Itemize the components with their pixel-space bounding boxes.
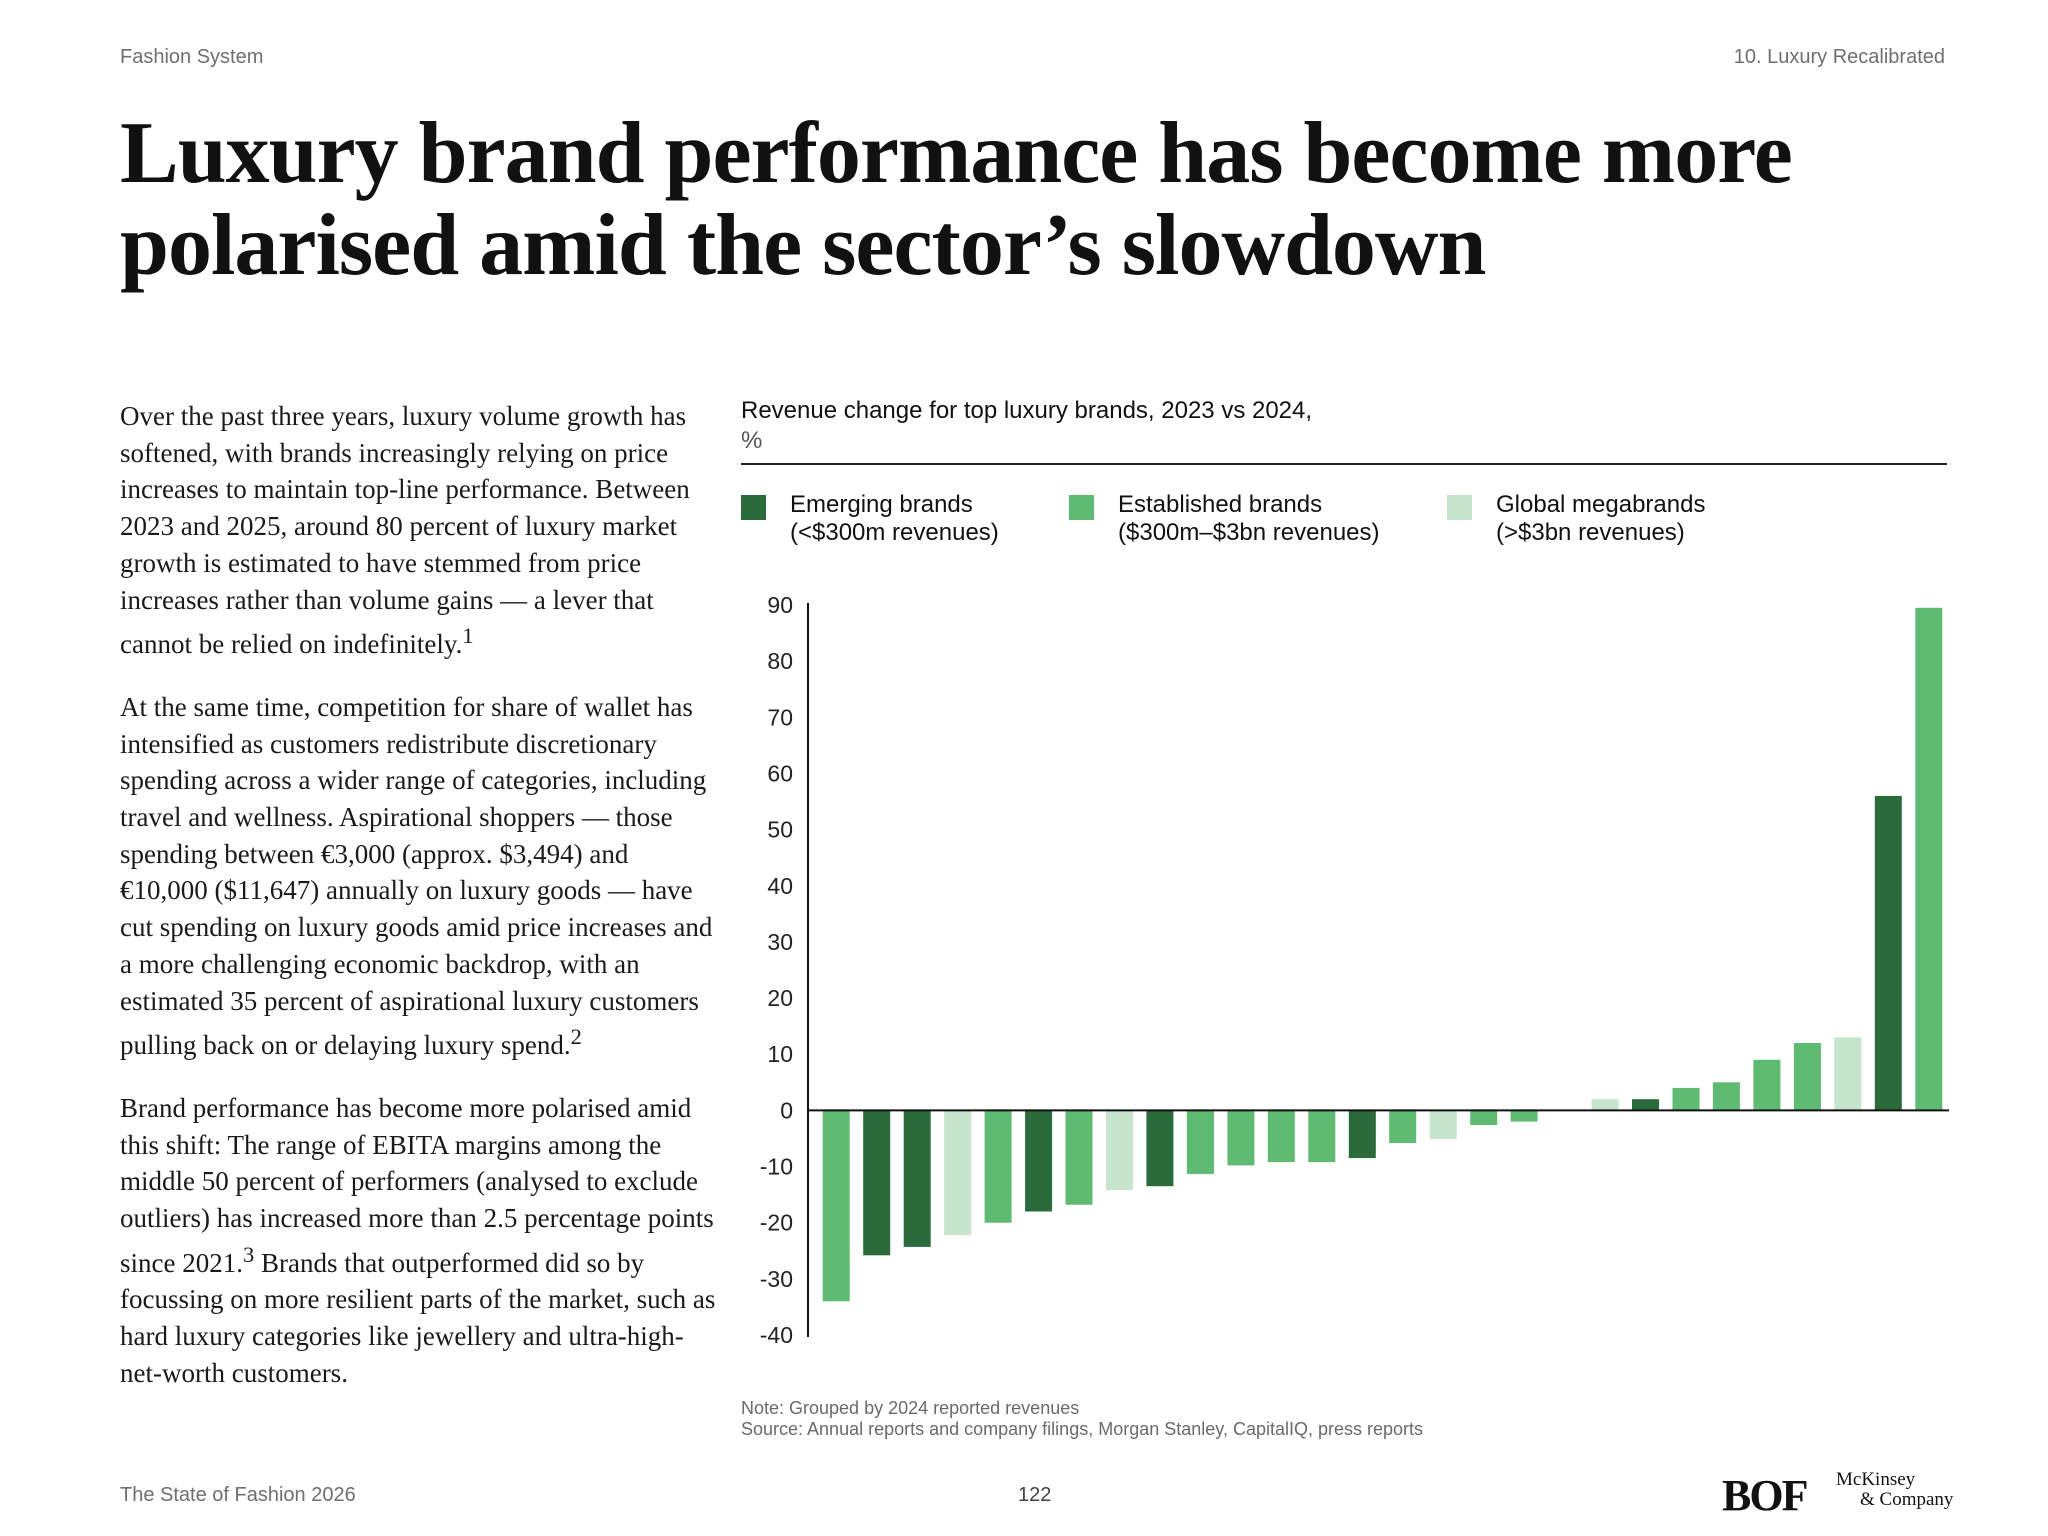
bar-established bbox=[1267, 1110, 1295, 1163]
y-tick-label: 90 bbox=[767, 592, 793, 618]
legend-label-emerging-line-2: (<$300m revenues) bbox=[790, 519, 999, 546]
legend-label-megabrand-line-2: (>$3bn revenues) bbox=[1496, 519, 1685, 546]
y-tick-label: -20 bbox=[760, 1210, 793, 1236]
paragraph-3-text: Brand performance has become more polari… bbox=[120, 1092, 714, 1278]
chart-title: Revenue change for top luxury brands, 20… bbox=[741, 396, 1312, 456]
legend-label-established-line-1: Established brands bbox=[1118, 491, 1323, 518]
paragraph-3: Brand performance has become more polari… bbox=[120, 1090, 720, 1392]
bar-established bbox=[1753, 1059, 1781, 1111]
y-tick-label: -40 bbox=[760, 1322, 793, 1348]
paragraph-2-text: At the same time, competition for share … bbox=[120, 691, 713, 1061]
paragraph-1-text: Over the past three years, luxury volume… bbox=[120, 401, 690, 660]
bar-megabrand bbox=[1429, 1110, 1457, 1139]
paragraph-1: Over the past three years, luxury volume… bbox=[120, 398, 720, 663]
legend-swatch-megabrand bbox=[1447, 495, 1472, 520]
bar-established bbox=[1065, 1110, 1093, 1205]
legend-swatch-emerging bbox=[741, 495, 766, 520]
bar-established bbox=[1227, 1110, 1255, 1166]
bar-megabrand bbox=[1591, 1099, 1619, 1111]
mckinsey-logo-line-2: & Company bbox=[1860, 1489, 1954, 1510]
bar-established bbox=[1186, 1110, 1214, 1174]
legend-item-emerging: Emerging brands (<$300m revenues) bbox=[741, 491, 999, 547]
mckinsey-logo-line-1: McKinsey bbox=[1836, 1469, 1916, 1490]
y-tick-label: -10 bbox=[760, 1154, 793, 1180]
bar-emerging bbox=[1632, 1099, 1659, 1111]
page-title: Luxury brand performance has become more… bbox=[120, 108, 1940, 292]
bar-established bbox=[1510, 1110, 1538, 1122]
bar-established bbox=[1389, 1110, 1417, 1143]
legend-swatch-established bbox=[1069, 495, 1094, 520]
y-tick-label: 20 bbox=[767, 985, 793, 1011]
legend-label-emerging: Emerging brands (<$300m revenues) bbox=[790, 491, 999, 547]
bar-established bbox=[1915, 607, 1943, 1111]
bar-established bbox=[1308, 1110, 1336, 1163]
bar-emerging bbox=[1025, 1110, 1053, 1212]
paragraph-3-text-cont: Brands that outperformed did so by focus… bbox=[120, 1247, 716, 1388]
bar-established bbox=[822, 1110, 850, 1302]
legend-item-megabrand: Global megabrands (>$3bn revenues) bbox=[1447, 491, 1705, 547]
y-tick-label: 10 bbox=[767, 1041, 793, 1067]
y-tick-label: 50 bbox=[767, 817, 793, 843]
legend-item-established: Established brands ($300m–$3bn revenues) bbox=[1069, 491, 1380, 547]
footnote-ref-1: 1 bbox=[462, 623, 474, 649]
bar-emerging bbox=[1348, 1110, 1376, 1159]
chart-unit: % bbox=[741, 427, 763, 454]
paragraph-2: At the same time, competition for share … bbox=[120, 689, 720, 1064]
y-tick-label: 70 bbox=[767, 704, 793, 730]
bar-emerging bbox=[863, 1110, 891, 1256]
bar-established bbox=[1712, 1082, 1740, 1111]
footnote-ref-3: 3 bbox=[242, 1241, 255, 1267]
y-tick-label: 30 bbox=[767, 929, 793, 955]
chart-source: Source: Annual reports and company filin… bbox=[741, 1419, 1424, 1439]
page-title-line-2: polarised amid the sector’s slowdown bbox=[120, 197, 1486, 294]
bar-emerging bbox=[1146, 1110, 1174, 1187]
chart-notes: Note: Grouped by 2024 reported revenues … bbox=[741, 1398, 1423, 1440]
y-tick-label: 80 bbox=[767, 648, 793, 674]
legend-label-emerging-line-1: Emerging brands bbox=[790, 491, 973, 518]
chart-title-text: Revenue change for top luxury brands, 20… bbox=[741, 397, 1313, 424]
chart-title-rule bbox=[741, 463, 1947, 465]
bar-megabrand bbox=[1106, 1110, 1133, 1191]
bar-emerging bbox=[1874, 795, 1902, 1111]
bar-megabrand bbox=[1834, 1037, 1862, 1111]
bar-established bbox=[1470, 1110, 1498, 1125]
bar-established bbox=[984, 1110, 1012, 1223]
body-text: Over the past three years, luxury volume… bbox=[120, 398, 720, 1418]
footer-publication: The State of Fashion 2026 bbox=[120, 1484, 356, 1506]
y-tick-label: 0 bbox=[780, 1097, 793, 1123]
header-chapter-label: 10. Luxury Recalibrated bbox=[1733, 46, 1945, 68]
bof-logo: BOF bbox=[1722, 1471, 1808, 1520]
legend-label-established-line-2: ($300m–$3bn revenues) bbox=[1118, 519, 1380, 546]
bar-established bbox=[1793, 1043, 1821, 1111]
y-tick-label: 60 bbox=[767, 760, 793, 786]
footnote-ref-2: 2 bbox=[570, 1024, 582, 1050]
bar-established bbox=[1672, 1087, 1700, 1111]
bar-megabrand bbox=[944, 1110, 972, 1236]
legend-label-megabrand: Global megabrands (>$3bn revenues) bbox=[1496, 491, 1705, 547]
chart-note: Note: Grouped by 2024 reported revenues bbox=[741, 1398, 1080, 1418]
y-tick-label: -30 bbox=[760, 1266, 793, 1292]
legend-label-megabrand-line-1: Global megabrands bbox=[1496, 491, 1706, 518]
y-tick-label: 40 bbox=[767, 873, 793, 899]
page-number: 122 bbox=[1018, 1484, 1052, 1506]
legend-label-established: Established brands ($300m–$3bn revenues) bbox=[1118, 491, 1380, 547]
bar-emerging bbox=[903, 1110, 931, 1247]
header-section-label: Fashion System bbox=[120, 46, 264, 68]
revenue-change-bar-chart: 90 80 70 60 50 40 30 20 10 0 -10 -20 -30 -40 bbox=[760, 592, 1949, 1348]
page-title-line-1: Luxury brand performance has become more bbox=[120, 105, 1793, 202]
mckinsey-logo: McKinsey & Company bbox=[1836, 1470, 1953, 1510]
